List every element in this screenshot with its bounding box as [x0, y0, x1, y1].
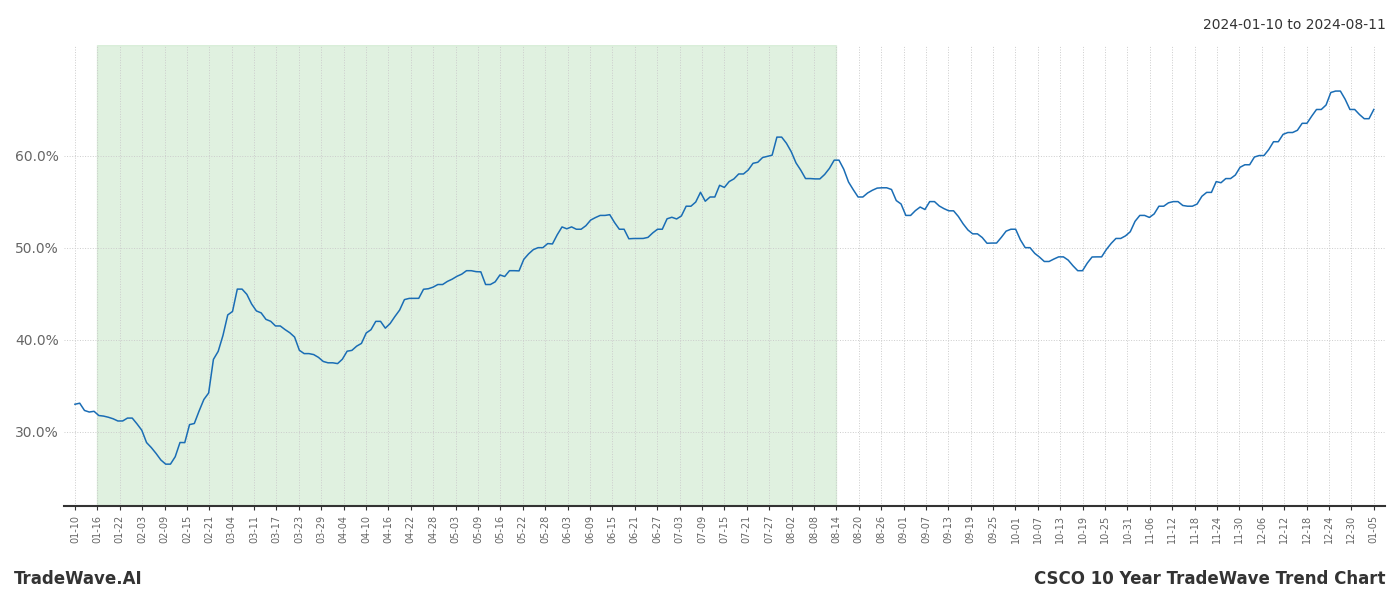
Text: TradeWave.AI: TradeWave.AI — [14, 570, 143, 588]
Text: CSCO 10 Year TradeWave Trend Chart: CSCO 10 Year TradeWave Trend Chart — [1035, 570, 1386, 588]
Text: 2024-01-10 to 2024-08-11: 2024-01-10 to 2024-08-11 — [1203, 18, 1386, 32]
Bar — [98, 45, 836, 506]
